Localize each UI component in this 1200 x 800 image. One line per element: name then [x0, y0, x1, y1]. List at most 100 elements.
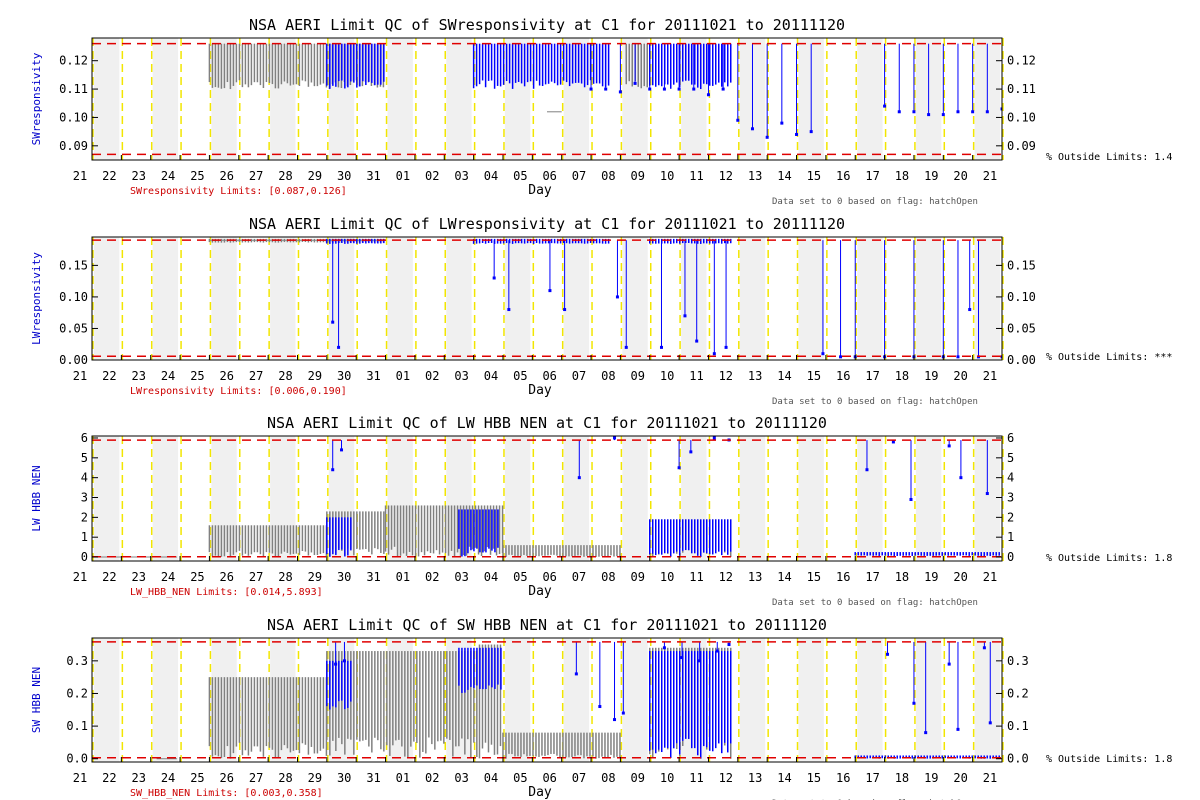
x-tick-label: 22	[102, 570, 116, 584]
x-tick-label: 19	[924, 369, 938, 383]
day-shade	[152, 38, 179, 160]
day-shade	[563, 237, 590, 360]
day-shade	[387, 38, 413, 160]
limits-text: LW_HBB_NEN Limits: [0.014,5.893]	[130, 587, 323, 598]
x-tick-label: 17	[865, 771, 879, 785]
x-tick-label: 30	[337, 771, 351, 785]
day-shade	[563, 436, 590, 561]
data-layer	[208, 43, 1002, 139]
x-tick-label: 21	[73, 169, 87, 183]
y-tick-label-left: 0.2	[66, 686, 88, 700]
limits-text: SW_HBB_NEN Limits: [0.003,0.358]	[130, 788, 323, 799]
x-tick-label: 07	[572, 169, 586, 183]
outside-limits-text: % Outside Limits: ***	[1046, 352, 1172, 363]
y-tick-label-right: 0.1	[1007, 719, 1029, 733]
y-tick-label-right: 2	[1007, 510, 1014, 524]
x-tick-label: 16	[836, 169, 850, 183]
x-axis-label: Day	[528, 383, 552, 398]
plot-area	[92, 237, 1002, 360]
y-tick-label-left: 0.11	[59, 82, 88, 96]
day-shade	[387, 638, 413, 762]
x-tick-label: 29	[308, 771, 322, 785]
x-tick-label: 03	[454, 169, 468, 183]
x-tick-label: 18	[895, 169, 909, 183]
day-shade	[270, 38, 296, 160]
day-shade	[739, 638, 766, 762]
day-shade	[798, 237, 824, 360]
x-tick-label: 30	[337, 570, 351, 584]
x-tick-label: 06	[542, 771, 556, 785]
x-tick-label: 01	[396, 369, 410, 383]
x-tick-label: 10	[660, 369, 674, 383]
day-shade	[211, 237, 237, 360]
y-tick-label-left: 0.05	[59, 321, 88, 335]
y-tick-label-left: 0.09	[59, 139, 88, 153]
x-tick-label: 01	[396, 771, 410, 785]
chart-title: NSA AERI Limit QC of LW HBB NEN at C1 fo…	[267, 414, 827, 432]
x-tick-label: 02	[425, 369, 439, 383]
x-tick-label: 04	[484, 570, 498, 584]
x-tick-label: 03	[454, 570, 468, 584]
x-tick-label: 27	[249, 169, 263, 183]
y-tick-label-right: 1	[1007, 530, 1014, 544]
day-shade	[152, 237, 179, 360]
x-tick-label: 17	[865, 369, 879, 383]
x-tick-label: 01	[396, 169, 410, 183]
y-tick-label-right: 0	[1007, 550, 1014, 564]
x-tick-label: 29	[308, 169, 322, 183]
x-tick-label: 24	[161, 169, 175, 183]
y-tick-label-left: 0.00	[59, 353, 88, 367]
x-tick-label: 27	[249, 771, 263, 785]
y-tick-label-left: 0.10	[59, 290, 88, 304]
limits-text: SWresponsivity Limits: [0.087,0.126]	[130, 186, 347, 197]
day-shade	[94, 38, 120, 160]
plot-area	[92, 436, 1002, 561]
x-tick-label: 11	[689, 771, 703, 785]
x-tick-label: 19	[924, 771, 938, 785]
day-shade	[152, 436, 179, 561]
x-tick-label: 25	[190, 369, 204, 383]
y-tick-label-right: 0.00	[1007, 353, 1036, 367]
x-tick-label: 14	[777, 369, 791, 383]
x-tick-label: 06	[542, 369, 556, 383]
x-tick-label: 19	[924, 570, 938, 584]
x-tick-label: 24	[161, 369, 175, 383]
y-tick-label-right: 6	[1007, 431, 1014, 445]
x-tick-label: 15	[807, 570, 821, 584]
day-shade	[739, 237, 766, 360]
day-shade	[857, 436, 883, 561]
data-point	[1000, 355, 1002, 359]
x-tick-label: 27	[249, 369, 263, 383]
chart-panel-3: NSA AERI Limit QC of LW HBB NEN at C1 fo…	[30, 414, 1172, 608]
x-tick-label: 26	[220, 771, 234, 785]
y-tick-label-right: 4	[1007, 471, 1014, 485]
x-tick-label: 29	[308, 570, 322, 584]
x-tick-label: 07	[572, 369, 586, 383]
chart-panel-4: NSA AERI Limit QC of SW HBB NEN at C1 fo…	[30, 616, 1172, 800]
plot-frame	[91, 37, 1003, 161]
day-shade	[94, 638, 120, 762]
y-tick-label-left: 2	[81, 510, 88, 524]
y-tick-label-left: 0.10	[59, 110, 88, 124]
y-tick-label-left: 0.0	[66, 752, 88, 766]
day-shade	[152, 638, 179, 762]
plot-area	[92, 38, 1002, 160]
day-shade	[681, 436, 707, 561]
x-tick-label: 11	[689, 169, 703, 183]
x-tick-label: 04	[484, 771, 498, 785]
x-tick-label: 08	[601, 169, 615, 183]
y-tick-label-right: 0.3	[1007, 654, 1029, 668]
x-tick-label: 15	[807, 771, 821, 785]
x-tick-label: 03	[454, 771, 468, 785]
day-shade	[270, 436, 296, 561]
x-tick-label: 11	[689, 570, 703, 584]
x-tick-label: 18	[895, 570, 909, 584]
day-shade	[622, 638, 648, 762]
x-tick-label: 01	[396, 570, 410, 584]
x-axis-label: Day	[528, 785, 552, 800]
x-tick-label: 25	[190, 771, 204, 785]
day-shade	[270, 237, 296, 360]
x-tick-label: 21	[983, 169, 997, 183]
x-tick-label: 19	[924, 169, 938, 183]
